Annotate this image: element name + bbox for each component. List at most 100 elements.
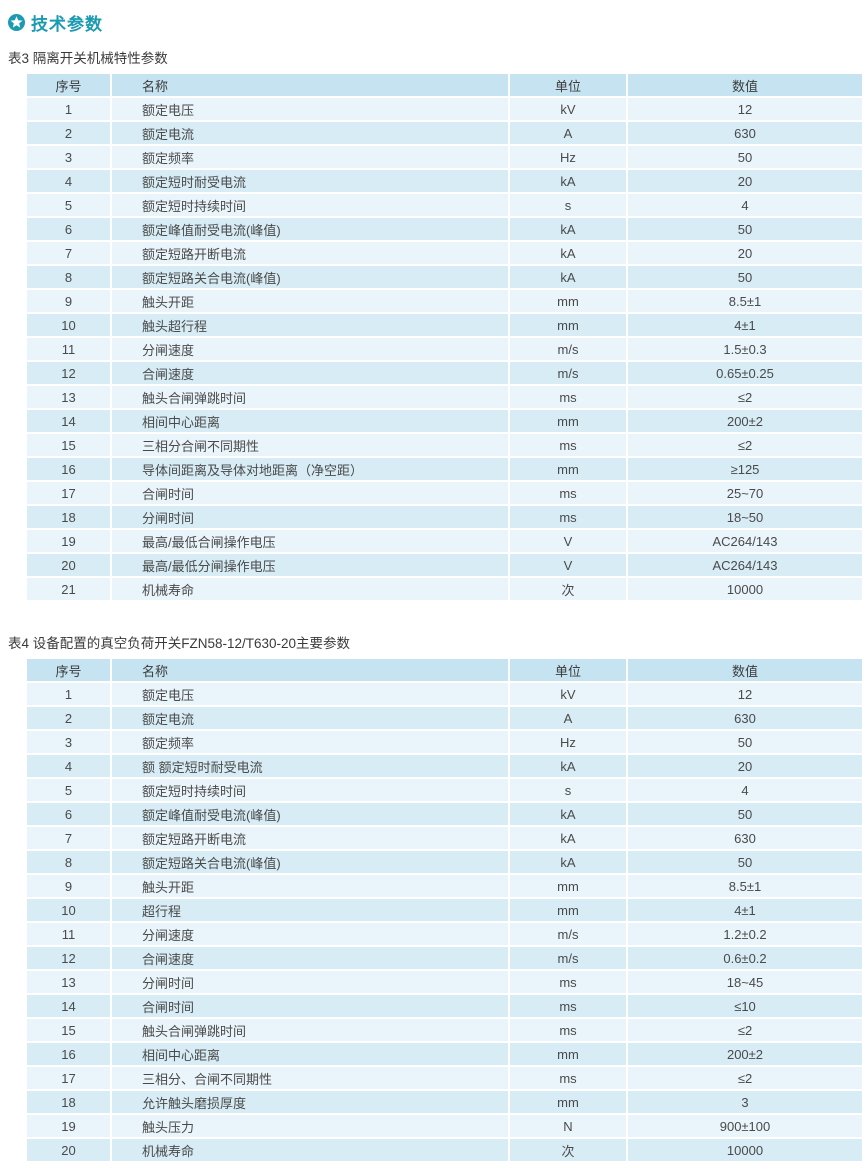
param-name-cell: 触头合闸弹跳时间 — [110, 1017, 510, 1043]
param-name-cell: 额定短时持续时间 — [110, 777, 510, 803]
table-row: 2 额定电流 A 630 — [25, 705, 864, 731]
param-name-cell: 相间中心距离 — [110, 408, 510, 434]
table-row: 8 额定短路关合电流(峰值) kA 50 — [25, 264, 864, 290]
param-name-cell: 合闸时间 — [110, 480, 510, 506]
row-number-cell: 11 — [25, 336, 112, 362]
value-cell: 4±1 — [626, 897, 864, 923]
unit-cell: A — [508, 705, 628, 731]
row-number-cell: 7 — [25, 240, 112, 266]
unit-cell: mm — [508, 1041, 628, 1067]
param-name-cell: 分闸速度 — [110, 336, 510, 362]
unit-cell: Hz — [508, 729, 628, 755]
value-cell: 18~50 — [626, 504, 864, 530]
row-number-cell: 20 — [25, 1137, 112, 1163]
unit-cell: mm — [508, 897, 628, 923]
table-row: 18 允许触头磨损厚度 mm 3 — [25, 1089, 864, 1115]
table-row: 17 三相分、合闸不同期性 ms ≤2 — [25, 1065, 864, 1091]
column-header-2: 名称 — [110, 72, 510, 98]
param-name-cell: 相间中心距离 — [110, 1041, 510, 1067]
value-cell: 900±100 — [626, 1113, 864, 1139]
row-number-cell: 4 — [25, 753, 112, 779]
value-cell: 10000 — [626, 1137, 864, 1163]
row-number-cell: 8 — [25, 849, 112, 875]
row-number-cell: 9 — [25, 873, 112, 899]
unit-cell: kA — [508, 801, 628, 827]
table-row: 12 合闸速度 m/s 0.6±0.2 — [25, 945, 864, 971]
table-header-row: 序号 名称 单位 数值 — [25, 72, 864, 98]
row-number-cell: 14 — [25, 993, 112, 1019]
row-number-cell: 14 — [25, 408, 112, 434]
unit-cell: ms — [508, 480, 628, 506]
value-cell: 3 — [626, 1089, 864, 1115]
param-name-cell: 机械寿命 — [110, 1137, 510, 1163]
value-cell: 630 — [626, 120, 864, 146]
unit-cell: mm — [508, 408, 628, 434]
table-row: 2 额定电流 A 630 — [25, 120, 864, 146]
value-cell: 0.65±0.25 — [626, 360, 864, 386]
value-cell: 630 — [626, 705, 864, 731]
table-row: 10 超行程 mm 4±1 — [25, 897, 864, 923]
row-number-cell: 3 — [25, 729, 112, 755]
value-cell: 4±1 — [626, 312, 864, 338]
param-name-cell: 超行程 — [110, 897, 510, 923]
param-name-cell: 额定频率 — [110, 144, 510, 170]
unit-cell: m/s — [508, 921, 628, 947]
unit-cell: N — [508, 1113, 628, 1139]
unit-cell: mm — [508, 312, 628, 338]
param-name-cell: 允许触头磨损厚度 — [110, 1089, 510, 1115]
param-name-cell: 额定电压 — [110, 96, 510, 122]
value-cell: 4 — [626, 777, 864, 803]
param-name-cell: 额定短时耐受电流 — [110, 168, 510, 194]
table-row: 14 合闸时间 ms ≤10 — [25, 993, 864, 1019]
table-row: 6 额定峰值耐受电流(峰值) kA 50 — [25, 801, 864, 827]
table-row: 19 最高/最低合闸操作电压 V AC264/143 — [25, 528, 864, 554]
param-name-cell: 触头合闸弹跳时间 — [110, 384, 510, 410]
value-cell: 18~45 — [626, 969, 864, 995]
unit-cell: kA — [508, 240, 628, 266]
value-cell: 10000 — [626, 576, 864, 602]
value-cell: 50 — [626, 729, 864, 755]
unit-cell: ms — [508, 432, 628, 458]
row-number-cell: 3 — [25, 144, 112, 170]
unit-cell: mm — [508, 288, 628, 314]
unit-cell: V — [508, 552, 628, 578]
value-cell: 50 — [626, 144, 864, 170]
param-name-cell: 分闸时间 — [110, 504, 510, 530]
row-number-cell: 16 — [25, 456, 112, 482]
row-number-cell: 1 — [25, 681, 112, 707]
unit-cell: V — [508, 528, 628, 554]
table-row: 13 分闸时间 ms 18~45 — [25, 969, 864, 995]
table4-caption: 表4 设备配置的真空负荷开关FZN58-12/T630-20主要参数 — [8, 636, 351, 651]
row-number-cell: 13 — [25, 384, 112, 410]
column-header-4: 数值 — [626, 72, 864, 98]
value-cell: ≤2 — [626, 384, 864, 410]
value-cell: ≥125 — [626, 456, 864, 482]
value-cell: 630 — [626, 825, 864, 851]
row-number-cell: 15 — [25, 1017, 112, 1043]
column-header-4: 数值 — [626, 657, 864, 683]
row-number-cell: 17 — [25, 480, 112, 506]
unit-cell: s — [508, 777, 628, 803]
unit-cell: kV — [508, 681, 628, 707]
value-cell: 50 — [626, 216, 864, 242]
param-name-cell: 机械寿命 — [110, 576, 510, 602]
row-number-cell: 18 — [25, 504, 112, 530]
table3-caption: 表3 隔离开关机械特性参数 — [8, 51, 168, 66]
param-name-cell: 分闸时间 — [110, 969, 510, 995]
param-name-cell: 分闸速度 — [110, 921, 510, 947]
param-name-cell: 额定短路开断电流 — [110, 240, 510, 266]
value-cell: 50 — [626, 849, 864, 875]
value-cell: 20 — [626, 753, 864, 779]
section-title: 技术参数 — [31, 15, 103, 34]
value-cell: ≤2 — [626, 1065, 864, 1091]
unit-cell: ms — [508, 1065, 628, 1091]
table-row: 16 相间中心距离 mm 200±2 — [25, 1041, 864, 1067]
unit-cell: kA — [508, 168, 628, 194]
row-number-cell: 10 — [25, 312, 112, 338]
table-row: 5 额定短时持续时间 s 4 — [25, 777, 864, 803]
value-cell: 12 — [626, 96, 864, 122]
table-row: 15 触头合闸弹跳时间 ms ≤2 — [25, 1017, 864, 1043]
value-cell: ≤10 — [626, 993, 864, 1019]
value-cell: 1.2±0.2 — [626, 921, 864, 947]
